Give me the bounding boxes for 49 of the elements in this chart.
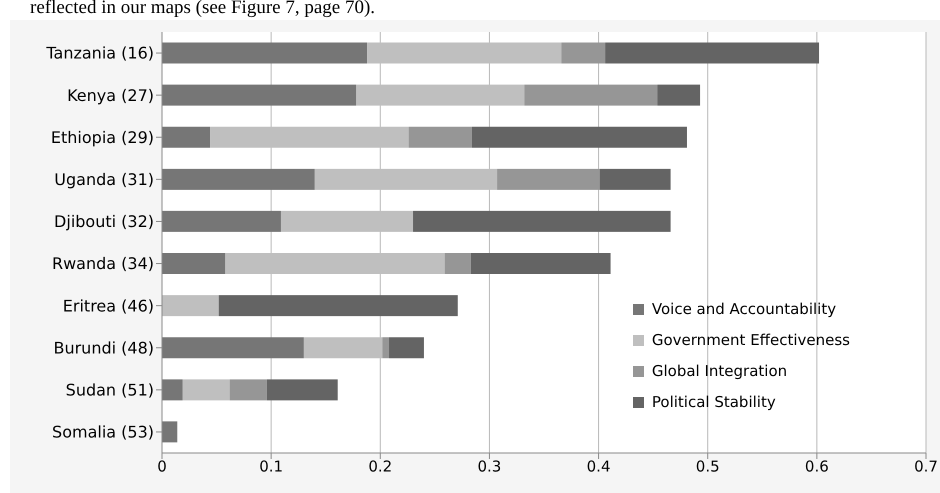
bar xyxy=(605,42,820,64)
y-tick-label: Kenya (27) xyxy=(67,86,154,105)
x-tick-label: 0.5 xyxy=(696,458,720,476)
x-tick-label: 0.3 xyxy=(478,458,502,476)
y-tick-label: Sudan (51) xyxy=(66,380,154,400)
bar xyxy=(162,126,210,148)
bar xyxy=(162,337,304,358)
y-tick-label: Tanzania (16) xyxy=(45,44,154,63)
x-tick-label: 0.6 xyxy=(804,458,829,476)
x-tick-label: 0.4 xyxy=(586,458,610,476)
bar xyxy=(382,337,390,358)
legend-label: Voice and Accountability xyxy=(652,299,836,320)
bar xyxy=(230,379,267,400)
y-tick-label: Ethiopia (29) xyxy=(50,128,154,147)
bar xyxy=(162,210,281,232)
y-tick-label: Uganda (31) xyxy=(54,170,154,190)
bar xyxy=(470,253,611,274)
bar xyxy=(162,168,315,190)
legend-label: Global Integration xyxy=(652,361,788,382)
bar xyxy=(162,253,226,274)
bar xyxy=(162,379,183,400)
bar xyxy=(561,42,606,64)
bar xyxy=(600,168,671,190)
x-tick-label: 0.1 xyxy=(259,458,284,476)
y-tick-label: Rwanda (34) xyxy=(52,254,154,274)
x-tick-label: 0 xyxy=(157,458,167,476)
legend-label: Political Stability xyxy=(652,392,776,413)
bar xyxy=(413,210,671,232)
bar xyxy=(472,126,687,148)
y-tick-label: Eritrea (46) xyxy=(62,296,154,316)
x-tick-label: 0.2 xyxy=(368,458,392,476)
bar xyxy=(218,295,458,316)
y-tick-label: Somalia (53) xyxy=(52,422,154,442)
y-tick-label: Burundi (48) xyxy=(53,338,154,358)
bar xyxy=(162,84,356,106)
bar xyxy=(497,168,600,190)
bar xyxy=(162,42,368,64)
x-tick-label: 0.7 xyxy=(914,458,938,476)
y-tick-label: Djibouti (32) xyxy=(54,212,154,232)
bar xyxy=(389,337,424,358)
bar xyxy=(408,126,472,148)
bar xyxy=(524,84,658,106)
bar xyxy=(182,379,230,400)
legend-label: Government Effectiveness xyxy=(652,330,850,351)
bar xyxy=(444,253,471,274)
bar xyxy=(162,295,219,316)
bar xyxy=(162,421,178,442)
bar xyxy=(266,379,338,400)
bar xyxy=(658,84,700,106)
